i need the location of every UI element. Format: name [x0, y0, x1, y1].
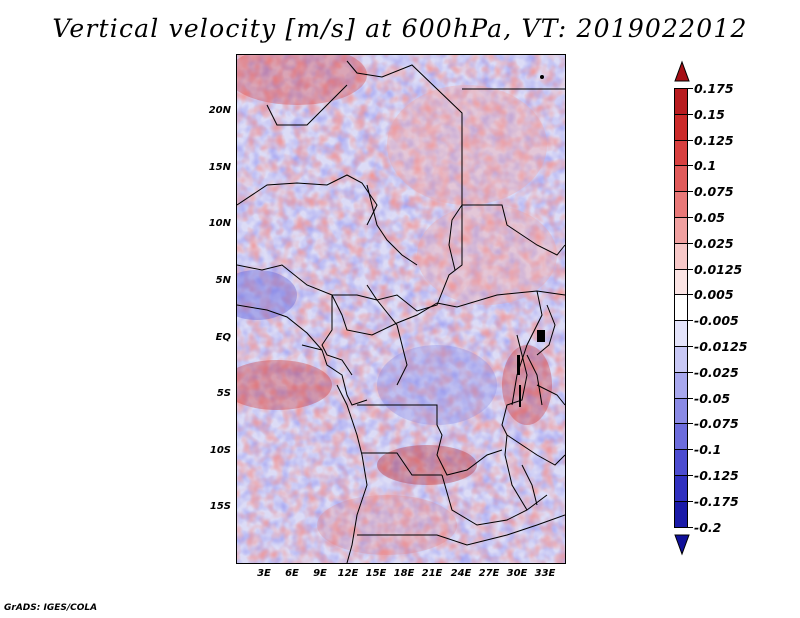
colorbar-segment: [674, 500, 688, 528]
colorbar-label: -0.1: [694, 442, 722, 458]
colorbar-tick: [688, 113, 693, 115]
colorbar-segment: [674, 191, 688, 218]
colorbar-label: -0.025: [694, 364, 739, 380]
lon-label-15e: 15E: [365, 568, 387, 579]
colorbar-segment: [674, 113, 688, 141]
colorbar-tick: [688, 475, 693, 476]
colorbar-label: -0.05: [694, 390, 731, 406]
colorbar-tick: [688, 294, 693, 296]
colorbar-tick: [688, 242, 693, 244]
colorbar-segment: [674, 294, 688, 322]
lakes: [517, 75, 545, 407]
colorbar-tick: [688, 268, 693, 270]
colorbar-label: 0.075: [694, 184, 734, 200]
lon-label-3e: 3E: [257, 568, 271, 579]
colorbar-tick: [688, 449, 693, 451]
colorbar-label: 0.175: [694, 81, 734, 96]
footer-credit: GrADS: IGES/COLA: [4, 603, 98, 613]
lon-label-21e: 21E: [421, 568, 443, 579]
colorbar-segment: [674, 88, 688, 115]
colorbar-label: 0.0125: [694, 261, 743, 277]
lat-label-10n: 10N: [208, 218, 231, 229]
lat-label-15s: 15S: [209, 501, 231, 512]
lat-label-15n: 15N: [208, 162, 231, 173]
country-borders: [237, 60, 565, 563]
colorbar-segment: [674, 371, 688, 399]
colorbar-segment: [674, 320, 688, 347]
colorbar-label: -0.005: [694, 313, 739, 329]
colorbar-tick: [688, 346, 693, 347]
colorbar-tick: [688, 371, 693, 373]
colorbar-tick: [688, 165, 693, 167]
velocity-field: [237, 55, 565, 563]
lon-label-12e: 12E: [337, 568, 359, 579]
colorbar-label: 0.15: [694, 106, 725, 122]
lat-label-5s: 5S: [216, 388, 231, 399]
colorbar-tick: [688, 397, 693, 399]
chart-title: Vertical velocity [m/s] at 600hPa, VT: 2…: [52, 14, 748, 43]
colorbar-top-arrow: [674, 60, 690, 82]
colorbar-tick: [688, 423, 693, 425]
colorbar-bottom-arrow: [674, 534, 690, 556]
lon-label-30e: 30E: [506, 568, 528, 579]
colorbar-label: -0.175: [694, 493, 739, 509]
colorbar-label: -0.0125: [694, 339, 748, 354]
lon-label-33e: 33E: [534, 568, 556, 579]
colorbar-segment: [674, 449, 688, 476]
map-plot-area: [236, 54, 566, 564]
colorbar-tick: [688, 217, 693, 218]
colorbar-segment: [674, 165, 688, 193]
colorbar-label: -0.075: [694, 416, 739, 432]
colorbar-tick: [688, 320, 693, 322]
colorbar-label: -0.2: [694, 519, 722, 535]
lon-label-6e: 6E: [285, 568, 299, 579]
lat-label-5n: 5N: [215, 275, 231, 286]
colorbar-tick: [688, 139, 693, 141]
colorbar-label: -0.125: [694, 468, 739, 483]
lat-label-10s: 10S: [209, 445, 231, 456]
colorbar-segment: [674, 475, 688, 502]
colorbar-label: 0.005: [694, 287, 734, 303]
lon-label-18e: 18E: [393, 568, 415, 579]
colorbar-label: 0.125: [694, 132, 734, 148]
colorbar-tick: [688, 88, 693, 89]
colorbar-label: 0.025: [694, 235, 734, 251]
colorbar-segment: [674, 346, 688, 373]
colorbar-segment: [674, 139, 688, 167]
colorbar-tick: [688, 191, 693, 193]
lat-label-eq: EQ: [215, 332, 231, 343]
lon-label-9e: 9E: [313, 568, 327, 579]
colorbar-tick: [688, 526, 693, 528]
lon-label-27e: 27E: [478, 568, 500, 579]
lon-label-24e: 24E: [450, 568, 472, 579]
colorbar-segment: [674, 397, 688, 425]
colorbar-label: 0.05: [694, 210, 725, 225]
colorbar-segment: [674, 242, 688, 270]
lat-label-20n: 20N: [208, 105, 231, 116]
colorbar-segment: [674, 423, 688, 451]
colorbar-tick: [688, 500, 693, 502]
colorbar-segment: [674, 268, 688, 296]
colorbar-segment: [674, 217, 688, 244]
colorbar-label: 0.1: [694, 158, 717, 174]
